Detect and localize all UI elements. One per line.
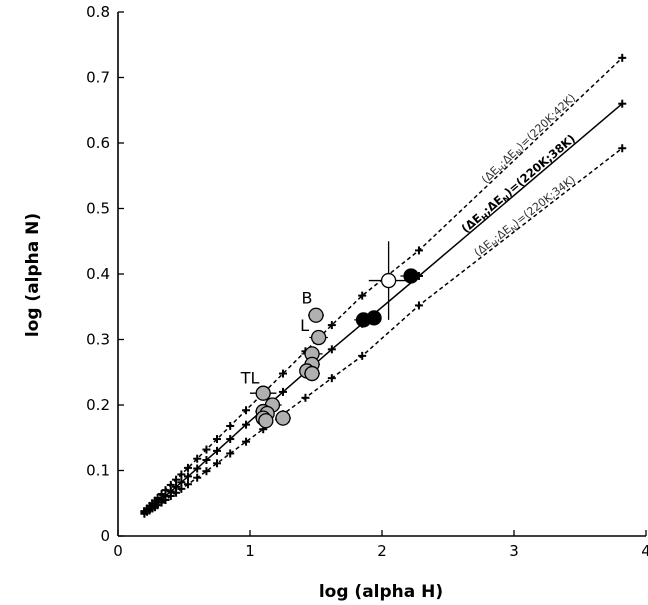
model-point-marker bbox=[301, 393, 310, 402]
model-point-marker bbox=[193, 454, 202, 463]
filled-grey-data-point bbox=[250, 385, 277, 401]
model-point-marker bbox=[193, 464, 202, 473]
x-tick-label: 2 bbox=[377, 542, 387, 560]
model-point-marker bbox=[166, 492, 175, 501]
model-point-marker bbox=[327, 374, 336, 383]
model-point-marker bbox=[327, 345, 336, 354]
filled-grey-data-point bbox=[309, 329, 328, 346]
filled-grey-data-point bbox=[308, 307, 324, 323]
model-point-marker bbox=[213, 459, 221, 468]
x-axis-title: log (alpha H) bbox=[319, 582, 443, 602]
model-point-marker bbox=[358, 291, 367, 300]
x-tick-label: 3 bbox=[509, 542, 519, 560]
model-point-marker bbox=[279, 369, 287, 378]
model-point-marker bbox=[279, 387, 287, 396]
model-point-marker bbox=[618, 53, 627, 62]
open-white-data-point bbox=[368, 241, 409, 320]
point-annotation: TL bbox=[240, 368, 260, 387]
model-point-marker bbox=[242, 420, 251, 429]
model-point-marker bbox=[202, 467, 211, 476]
model-point-marker bbox=[414, 246, 423, 255]
filled-grey-data-point bbox=[304, 365, 320, 382]
model-point-marker bbox=[213, 435, 221, 444]
y-tick-label: 0.3 bbox=[86, 331, 110, 349]
filled-grey-data-point bbox=[275, 410, 291, 426]
model-point-marker bbox=[242, 406, 251, 415]
plot-axes: 0 0.1 0.2 0.3 0.4 0.5 0.6 0.7 0.8 0 1 2 3 4 bbox=[86, 3, 648, 560]
model-point-marker bbox=[226, 449, 235, 458]
model-point-marker bbox=[226, 435, 235, 444]
model-point-marker bbox=[414, 301, 423, 310]
model-point-marker bbox=[242, 437, 251, 446]
point-annotation: B bbox=[301, 288, 312, 307]
model-point-marker bbox=[183, 480, 192, 489]
annotations: BL TL bbox=[240, 288, 313, 387]
point-annotation: L bbox=[300, 316, 309, 335]
y-tick-label: 0 bbox=[100, 527, 110, 545]
model-point-marker bbox=[618, 99, 627, 108]
y-tick-label: 0.8 bbox=[86, 3, 110, 21]
filled-black-data-point bbox=[400, 268, 422, 284]
model-point-marker bbox=[172, 475, 181, 484]
model-point-marker bbox=[618, 144, 627, 153]
model-point-marker bbox=[161, 495, 170, 504]
model-point-marker bbox=[358, 351, 367, 360]
model-point-marker bbox=[183, 463, 192, 472]
model-point-marker bbox=[193, 473, 202, 482]
y-tick-label: 0.1 bbox=[86, 462, 110, 480]
y-tick-label: 0.4 bbox=[86, 265, 110, 283]
model-point-marker bbox=[213, 446, 221, 455]
y-tick-label: 0.7 bbox=[86, 69, 110, 87]
y-tick-label: 0.2 bbox=[86, 396, 110, 414]
data-points bbox=[250, 241, 422, 429]
model-point-marker bbox=[202, 445, 211, 454]
model-point-marker bbox=[183, 472, 192, 481]
model-point-marker bbox=[327, 321, 336, 330]
x-tick-label: 1 bbox=[245, 542, 255, 560]
filled-black-data-point bbox=[366, 310, 382, 326]
x-tick-label: 4 bbox=[641, 542, 648, 560]
x-tick-label: 0 bbox=[113, 542, 123, 560]
y-axis-title: log (alpha N) bbox=[23, 213, 43, 337]
model-point-marker bbox=[202, 456, 211, 465]
y-tick-label: 0.6 bbox=[86, 134, 110, 152]
filled-grey-data-point bbox=[258, 413, 274, 429]
model-point-marker bbox=[177, 484, 186, 493]
line-labels: (ΔEH;ΔEN)=(220K;42K)(ΔEH;ΔEN)=(220K;38K)… bbox=[459, 91, 579, 259]
model-point-marker bbox=[177, 470, 186, 479]
model-line-3 bbox=[143, 147, 623, 515]
y-tick-label: 0.5 bbox=[86, 200, 110, 218]
model-point-marker bbox=[226, 421, 235, 430]
model-point-marker bbox=[172, 488, 181, 497]
